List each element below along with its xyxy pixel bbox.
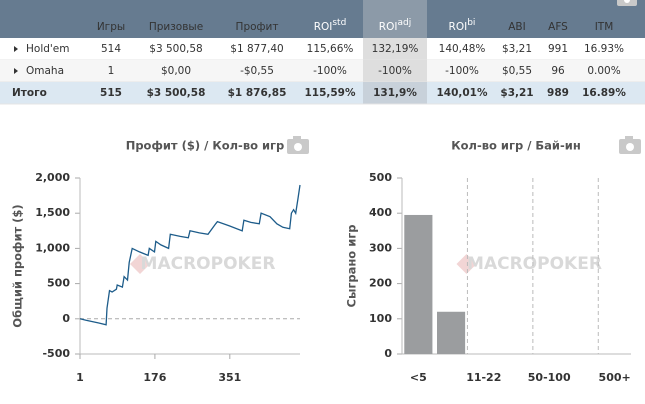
table-cell: $1 876,85 [228,87,287,99]
row-label: Итого [12,87,47,99]
header-highlight [363,0,427,38]
table-cell: 132,19% [372,43,419,55]
table-cell: -100% [445,65,479,77]
table-cell: 96 [551,65,565,77]
camera-icon[interactable] [287,136,309,154]
column-header: AFS [548,21,568,33]
table-cell: -100% [378,65,412,77]
row-bg [0,38,645,60]
watermark-logo [130,254,150,274]
stats-table: Игры Призовые Профит ROIstd ROIadj ROIbi ABI AF… [0,0,645,105]
highlight-cell [363,60,427,82]
table-cell: -$0,55 [240,65,274,77]
table-cell: 131,9% [373,87,417,99]
column-header: Игры [97,21,125,33]
watermark: MACROPOKER [141,254,276,274]
header-bg [0,0,645,38]
table-cell: 115,59% [304,87,356,99]
profit-line [79,184,301,326]
row-bg [0,60,645,82]
column-header: ABI [508,21,525,33]
bar [404,214,433,354]
table-cell: $0,00 [161,65,191,77]
y-tick-label: 0 [62,312,70,325]
chart-title: Кол-во игр / Бай-ин [451,139,581,153]
y-tick-label: 500 [369,171,392,184]
y-tick-label: 0 [384,347,392,360]
y-tick-label: 200 [369,277,392,290]
table-cell: $3 500,58 [149,43,202,55]
profit-chart: Профит ($) / Кол-во игр Общий профит ($) M… [11,139,301,384]
table-cell: 515 [100,87,122,99]
x-tick-label: <5 [410,371,427,384]
table-cell: -100% [313,65,347,77]
y-tick-label: 400 [369,206,392,219]
x-tick-label: 11-22 [466,371,501,384]
header-text: ROI [379,21,398,33]
table-cell: 16.89% [582,87,626,99]
table-cell: 140,48% [439,43,486,55]
column-header: Профит [236,21,279,33]
x-tick-label: 351 [218,371,241,384]
table-cell: 115,66% [307,43,354,55]
y-tick-label: -500 [42,347,70,360]
x-tick-label: 50-100 [528,371,571,384]
header-sup: std [332,18,346,28]
camera-icon[interactable] [619,136,641,154]
row-label: Hold'em [26,43,69,55]
table-cell: 0.00% [587,65,620,77]
table-cell: 140,01% [436,87,488,99]
watermark: MACROPOKER [467,254,602,274]
y-axis-label: Общий профит ($) [11,204,25,327]
table-cell: 16.93% [584,43,624,55]
row-bg [0,82,645,104]
y-tick-label: 1,000 [35,241,70,254]
buyin-chart: Кол-во игр / Бай-ин Сыграно игр MACROPOKER… [345,139,631,384]
table-cell: $3,21 [500,87,533,99]
highlight-cell [363,82,427,104]
bar [437,311,466,354]
header-sup: bi [467,18,475,28]
y-tick-label: 500 [47,277,70,290]
table-cell: $3 500,58 [147,87,206,99]
x-tick-label: 1 [76,371,84,384]
row-label: Omaha [26,65,64,77]
y-tick-label: 2,000 [35,171,70,184]
expand-arrow [14,46,18,52]
y-axis-label: Сыграно игр [345,225,359,308]
header-text: ROI [314,21,333,33]
expand-arrow [14,68,18,74]
column-header: ITM [595,21,614,33]
watermark-logo [456,254,477,274]
x-tick-label: 176 [143,371,166,384]
highlight-cell [363,38,427,60]
table-cell: $3,21 [502,43,532,55]
column-header: Призовые [149,21,203,33]
column-header: ROIstd [314,18,347,34]
y-tick-label: 300 [369,241,392,254]
camera-icon[interactable] [617,0,637,6]
column-header: ROIadj [379,18,411,34]
table-cell: 991 [548,43,568,55]
table-cell: $0,55 [502,65,532,77]
x-tick-label: 500+ [599,371,631,384]
y-tick-label: 1,500 [35,206,70,219]
header-sup: adj [397,18,411,28]
table-cell: 1 [108,65,115,77]
column-header: ROIbi [449,18,476,34]
chart-title: Профит ($) / Кол-во игр [126,139,285,153]
y-tick-label: 100 [369,312,392,325]
table-cell: $1 877,40 [230,43,283,55]
table-cell: 514 [101,43,121,55]
header-text: ROI [449,21,468,33]
table-cell: 989 [547,87,569,99]
